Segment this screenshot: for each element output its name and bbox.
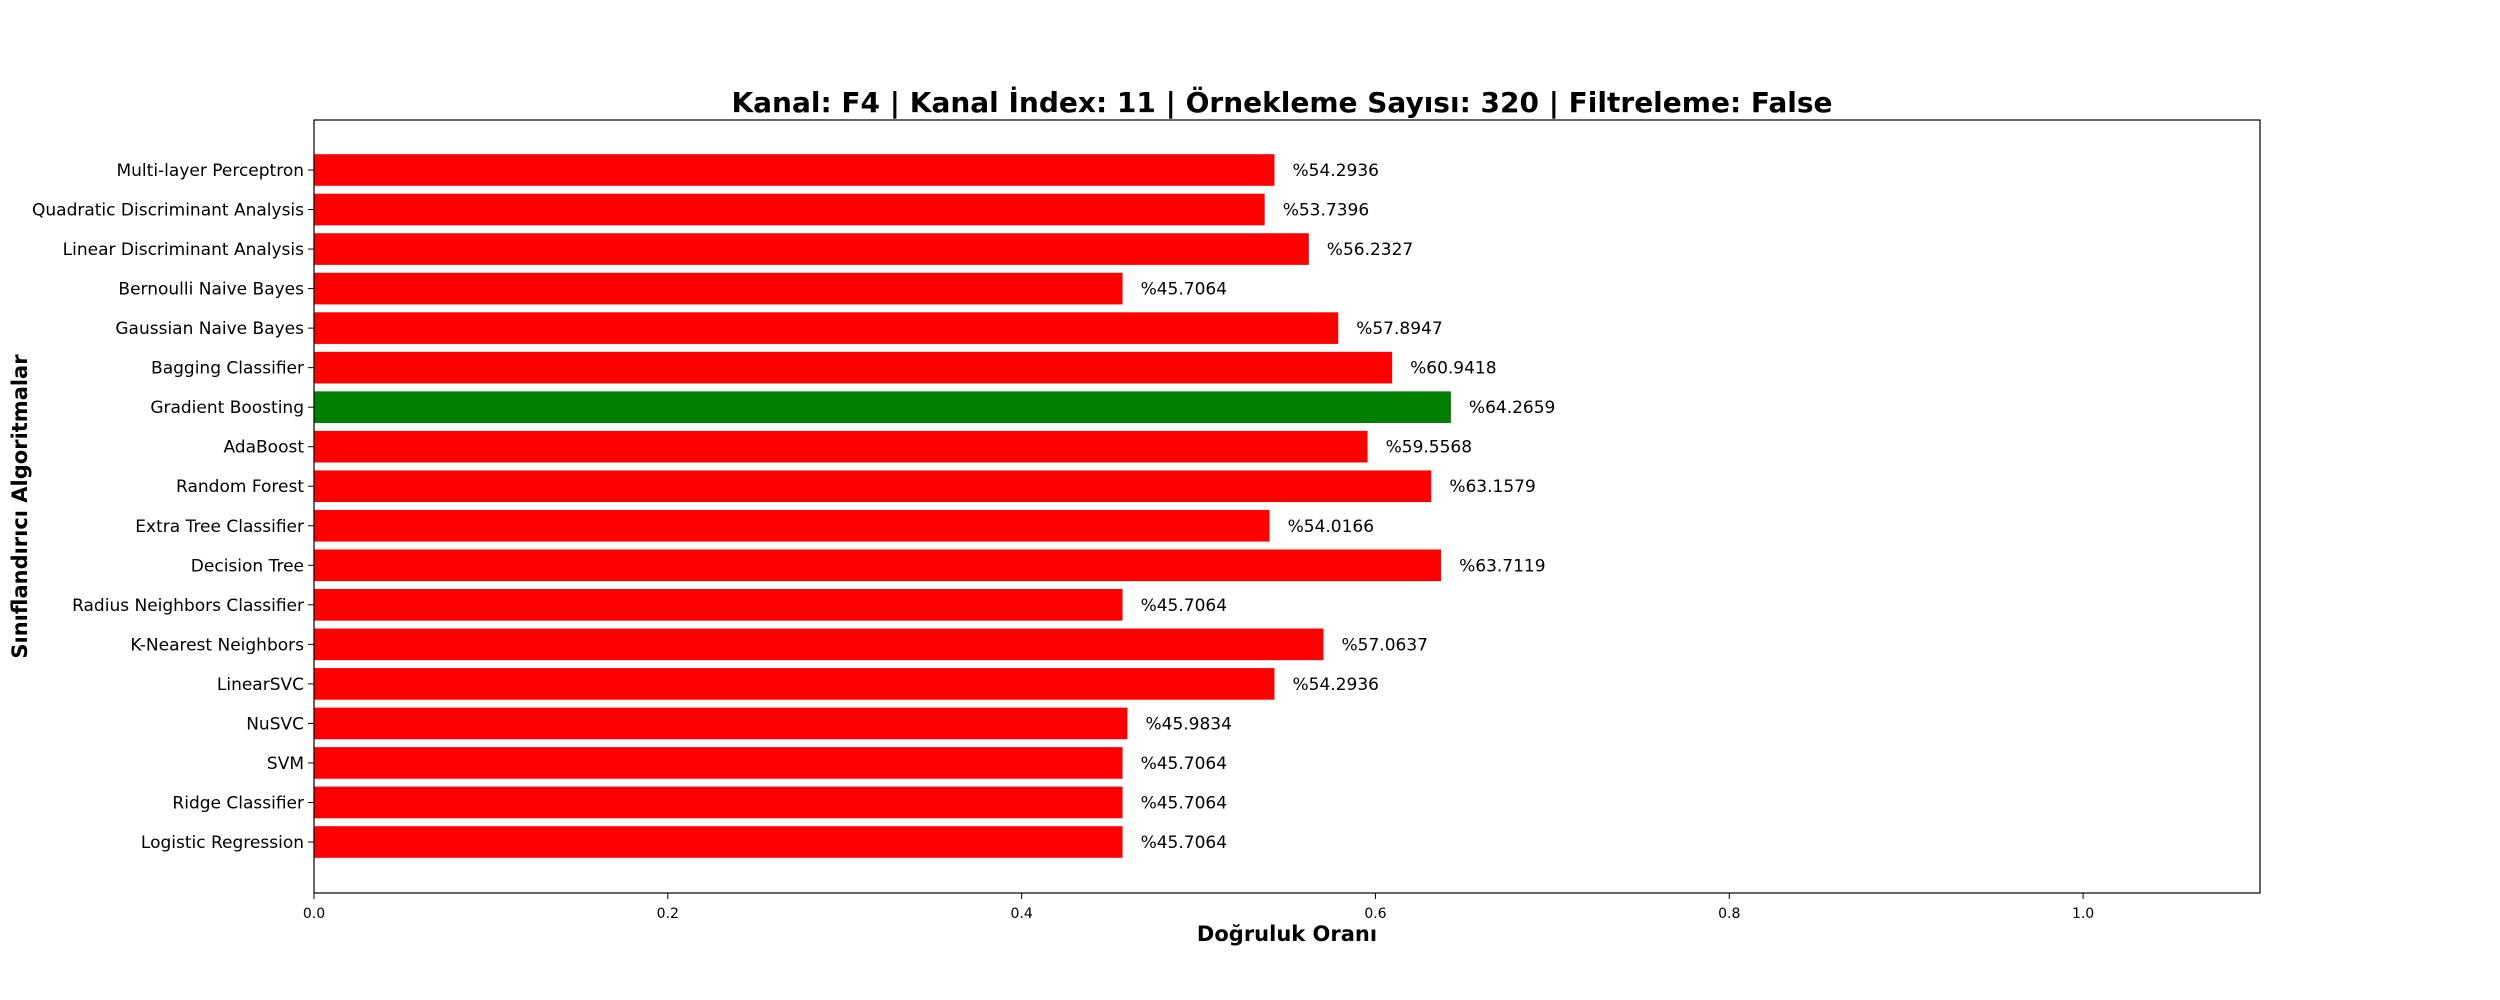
data-label: %60.9418 bbox=[1410, 359, 1496, 379]
category-label: Extra Tree Classifier bbox=[135, 517, 304, 537]
plot-frame bbox=[313, 119, 2261, 894]
category-label: Random Forest bbox=[176, 477, 304, 497]
bar-svm bbox=[314, 747, 1123, 779]
category-label: LinearSVC bbox=[217, 675, 304, 695]
category-label: Bagging Classifier bbox=[151, 359, 304, 379]
bar-linear-discriminant-analysis bbox=[314, 233, 1309, 265]
x-tick-label: 0.2 bbox=[657, 906, 679, 922]
bar-gradient-boosting bbox=[314, 391, 1451, 423]
category-label: Gaussian Naive Bayes bbox=[115, 319, 304, 339]
bar-k-nearest-neighbors bbox=[314, 628, 1324, 661]
bar-nusvc bbox=[314, 707, 1128, 740]
data-label: %63.1579 bbox=[1449, 477, 1535, 497]
category-label: K-Nearest Neighbors bbox=[130, 635, 304, 655]
category-label: Bernoulli Naive Bayes bbox=[118, 280, 304, 300]
x-axis-ticks: 0.0 0.2 0.4 0.6 0.8 1.0 bbox=[303, 893, 2094, 922]
bars-group bbox=[314, 154, 1451, 858]
bar-adaboost bbox=[314, 430, 1368, 463]
category-label: Radius Neighbors Classifier bbox=[72, 596, 304, 616]
data-label: %45.7064 bbox=[1141, 833, 1227, 853]
bar-gaussian-naive-bayes bbox=[314, 312, 1339, 344]
x-tick-label: 0.0 bbox=[303, 906, 325, 922]
bar-logistic-regression bbox=[314, 826, 1123, 858]
chart-title: Kanal: F4 | Kanal İndex: 11 | Örnekleme … bbox=[731, 85, 1832, 119]
data-label: %59.5568 bbox=[1386, 438, 1472, 458]
bar-ridge-classifier bbox=[314, 786, 1123, 819]
category-labels: Logistic Regression Ridge Classifier SVM Nu… bbox=[32, 161, 314, 853]
category-label: Gradient Boosting bbox=[150, 398, 304, 418]
x-tick-label: 0.8 bbox=[1718, 906, 1740, 922]
data-label: %45.7064 bbox=[1141, 754, 1227, 774]
x-tick-label: 0.4 bbox=[1011, 906, 1033, 922]
data-label: %57.8947 bbox=[1356, 319, 1442, 339]
category-label: NuSVC bbox=[246, 714, 304, 734]
category-label: Decision Tree bbox=[191, 556, 304, 576]
data-label: %45.7064 bbox=[1141, 596, 1227, 616]
category-label: AdaBoost bbox=[223, 438, 304, 458]
data-label: %57.0637 bbox=[1342, 635, 1428, 655]
x-tick-label: 1.0 bbox=[2072, 906, 2094, 922]
category-label: Ridge Classifier bbox=[172, 793, 304, 813]
data-label: %45.7064 bbox=[1141, 793, 1227, 813]
category-label: Logistic Regression bbox=[141, 833, 304, 853]
data-label: %45.7064 bbox=[1141, 280, 1227, 300]
x-tick-label: 0.6 bbox=[1364, 906, 1386, 922]
data-label: %56.2327 bbox=[1327, 240, 1413, 260]
data-label: %63.7119 bbox=[1459, 556, 1545, 576]
y-axis-label: Sınıflandırıcı Algoritmalar bbox=[8, 354, 32, 659]
category-label: SVM bbox=[267, 754, 304, 774]
bar-extra-tree-classifier bbox=[314, 509, 1270, 542]
bar-bagging-classifier bbox=[314, 351, 1393, 384]
data-label: %45.9834 bbox=[1145, 714, 1231, 734]
category-label: Multi-layer Perceptron bbox=[116, 161, 304, 181]
data-label: %54.2936 bbox=[1293, 161, 1379, 181]
bar-random-forest bbox=[314, 470, 1432, 503]
data-label: %53.7396 bbox=[1283, 201, 1369, 221]
bar-linearsvc bbox=[314, 668, 1275, 700]
bar-radius-neighbors-classifier bbox=[314, 589, 1123, 621]
data-label: %54.0166 bbox=[1288, 517, 1374, 537]
x-axis-label: Doğruluk Oranı bbox=[1197, 922, 1377, 946]
bar-multi-layer-perceptron bbox=[314, 154, 1275, 186]
data-labels: %45.7064 %45.7064 %45.7064 %45.9834 %54.2936… bbox=[1141, 161, 1556, 853]
bar-quadratic-discriminant-analysis bbox=[314, 193, 1265, 226]
category-label: Linear Discriminant Analysis bbox=[63, 240, 304, 260]
bar-decision-tree bbox=[314, 549, 1442, 582]
bar-bernoulli-naive-bayes bbox=[314, 272, 1123, 305]
data-label: %64.2659 bbox=[1469, 398, 1555, 418]
data-label: %54.2936 bbox=[1293, 675, 1379, 695]
category-label: Quadratic Discriminant Analysis bbox=[32, 201, 304, 221]
